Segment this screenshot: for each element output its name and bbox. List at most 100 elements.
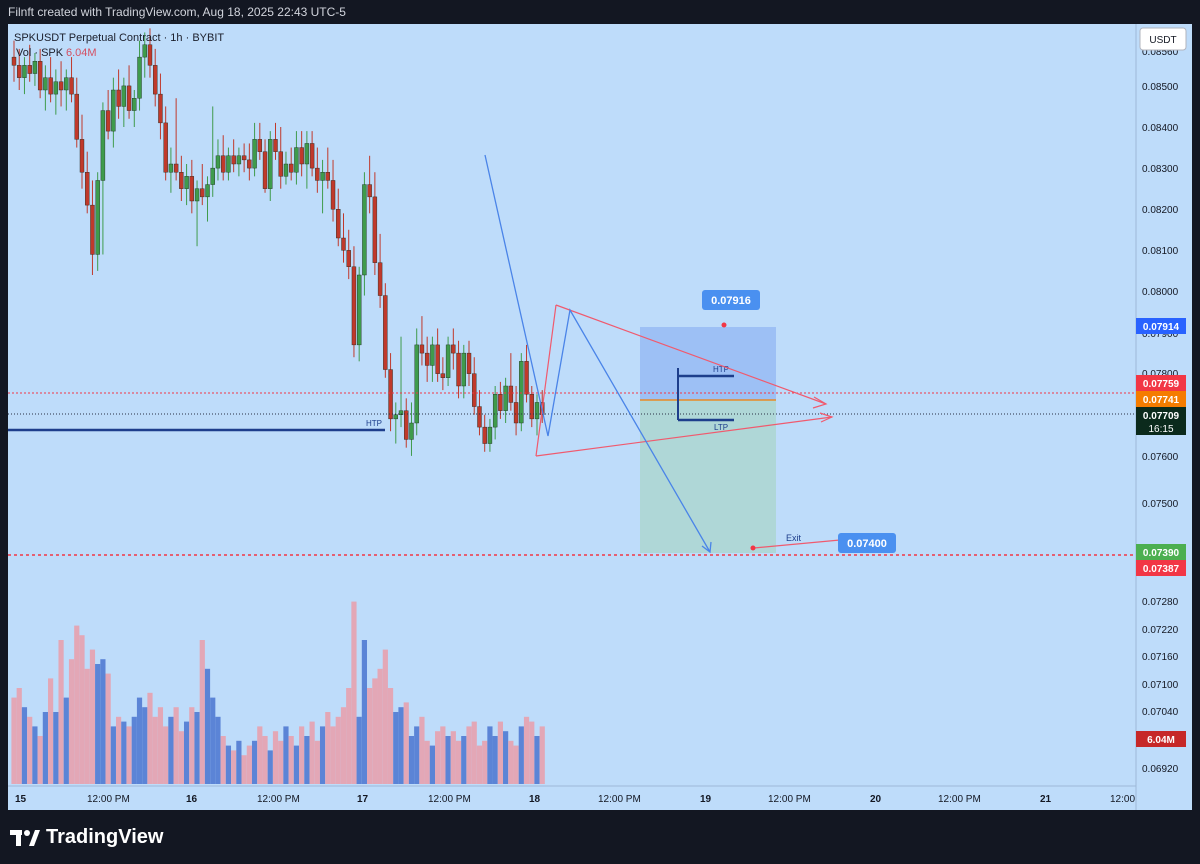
exit-dot: [750, 545, 756, 551]
candle-body: [32, 61, 38, 74]
candle-body: [472, 373, 477, 407]
volume-bar: [278, 740, 284, 784]
candle-body: [273, 139, 278, 152]
price-tick: 0.08000: [1142, 287, 1179, 298]
volume-bar: [178, 731, 184, 784]
volume-bar: [32, 726, 38, 784]
candle-body: [220, 155, 226, 173]
price-tick: 0.07100: [1142, 680, 1179, 691]
candle-body: [69, 77, 74, 95]
axes: 0.08500 0.08400 0.08300 0.08200 0.08100 0.080…: [8, 24, 1187, 810]
projection-arrow-head: [701, 541, 712, 554]
volume-bar: [168, 716, 174, 784]
chart-frame[interactable]: HTP HTP LTP 0.07916 Exit 0.07400 0.08500 0.084…: [8, 24, 1192, 810]
candle-body: [74, 93, 79, 140]
candle-body: [58, 81, 64, 91]
volume-bar: [157, 707, 164, 784]
candle-body: [142, 44, 147, 58]
time-tick: 21: [1040, 794, 1052, 805]
volume-bar: [534, 736, 540, 784]
volume-bar: [58, 640, 64, 784]
htp-label-left: HTP: [366, 419, 382, 428]
volume-bar: [325, 712, 331, 784]
time-tick: 12:00 PM: [428, 794, 471, 805]
candle-body: [513, 402, 519, 424]
volume-bar: [136, 697, 143, 784]
candle-body: [430, 344, 435, 366]
arrow-upper-head: [812, 396, 828, 409]
candle-body: [153, 65, 158, 95]
volume-legend-value: 6.04M: [66, 47, 97, 59]
candle-body: [508, 385, 514, 403]
volume-bar: [95, 664, 101, 784]
volume-bar: [68, 659, 75, 784]
volume-bar: [37, 736, 43, 784]
candle-body: [477, 406, 482, 428]
volume-bar: [403, 702, 409, 784]
volume-bar: [283, 726, 289, 784]
candle-body: [184, 176, 189, 189]
candle-body: [404, 410, 409, 440]
price-tick-partial: 0.08560: [1142, 47, 1179, 58]
price-tick: 0.07600: [1142, 452, 1179, 463]
candle-body: [189, 176, 195, 202]
volume-bar: [194, 712, 200, 784]
price-tick: 0.08500: [1142, 82, 1179, 93]
price-tick: 0.08200: [1142, 205, 1179, 216]
ltp-label-right: LTP: [714, 423, 728, 432]
candle-body: [419, 344, 425, 354]
candle-body: [168, 163, 174, 173]
candle-body: [48, 77, 53, 95]
candle-body: [451, 344, 456, 354]
time-tick: 12:00 PM: [87, 794, 130, 805]
candle-body: [27, 65, 32, 74]
candle-body: [236, 155, 242, 165]
volume-bar: [356, 716, 362, 784]
volume-bar: [367, 688, 373, 784]
price-tick: 0.06920: [1142, 764, 1179, 775]
volume-bar: [414, 726, 420, 784]
price-tick: 0.07040: [1142, 707, 1179, 718]
candle-body: [43, 77, 48, 91]
volume-bar: [299, 726, 305, 784]
currency-label: USDT: [1149, 35, 1176, 46]
volume-bar: [204, 668, 211, 784]
exit-connector: [753, 539, 841, 549]
exit-price-tag: [838, 533, 896, 553]
chart-legend: SPKUSDT Perpetual Contract · 1h · BYBIT …: [14, 32, 224, 59]
price-tick: 0.07500: [1142, 499, 1179, 510]
symbol-title: SPKUSDT Perpetual Contract · 1h · BYBIT: [14, 32, 224, 44]
candle-body: [482, 426, 487, 444]
candles: [11, 28, 545, 456]
chart-svg[interactable]: HTP HTP LTP 0.07916 Exit 0.07400 0.08500 0.084…: [8, 24, 1192, 810]
candle-body: [64, 77, 69, 91]
volume-bar: [293, 745, 300, 784]
time-tick: 18: [529, 794, 541, 805]
tradingview-logo[interactable]: TradingView: [10, 826, 163, 849]
time-tick: 12:00 PM: [257, 794, 300, 805]
volume-bar: [319, 726, 326, 784]
candle-body: [226, 155, 231, 173]
candle-body: [173, 163, 179, 173]
time-tick: 20: [870, 794, 882, 805]
price-label-text: 0.07709: [1143, 411, 1180, 422]
triangle-left-line: [535, 304, 557, 457]
candle-body: [456, 352, 461, 387]
volume-bar: [408, 736, 415, 784]
candle-body: [257, 139, 263, 152]
volume-bar: [183, 721, 190, 784]
candle-body: [529, 394, 534, 420]
target-dot: [721, 322, 727, 328]
volume-bar: [173, 707, 179, 784]
volume-bar: [48, 678, 54, 784]
price-tick: 0.07800: [1142, 369, 1179, 380]
volume-bar: [445, 736, 451, 784]
candle-body: [278, 151, 283, 177]
price-tick: 0.08300: [1142, 164, 1179, 175]
price-label-bg: [1136, 560, 1186, 576]
volume-bar: [121, 721, 127, 784]
volume-bar: [16, 688, 22, 784]
htp-label-right: HTP: [713, 365, 729, 374]
volume-bar: [435, 731, 441, 784]
volume-bar: [189, 707, 195, 784]
